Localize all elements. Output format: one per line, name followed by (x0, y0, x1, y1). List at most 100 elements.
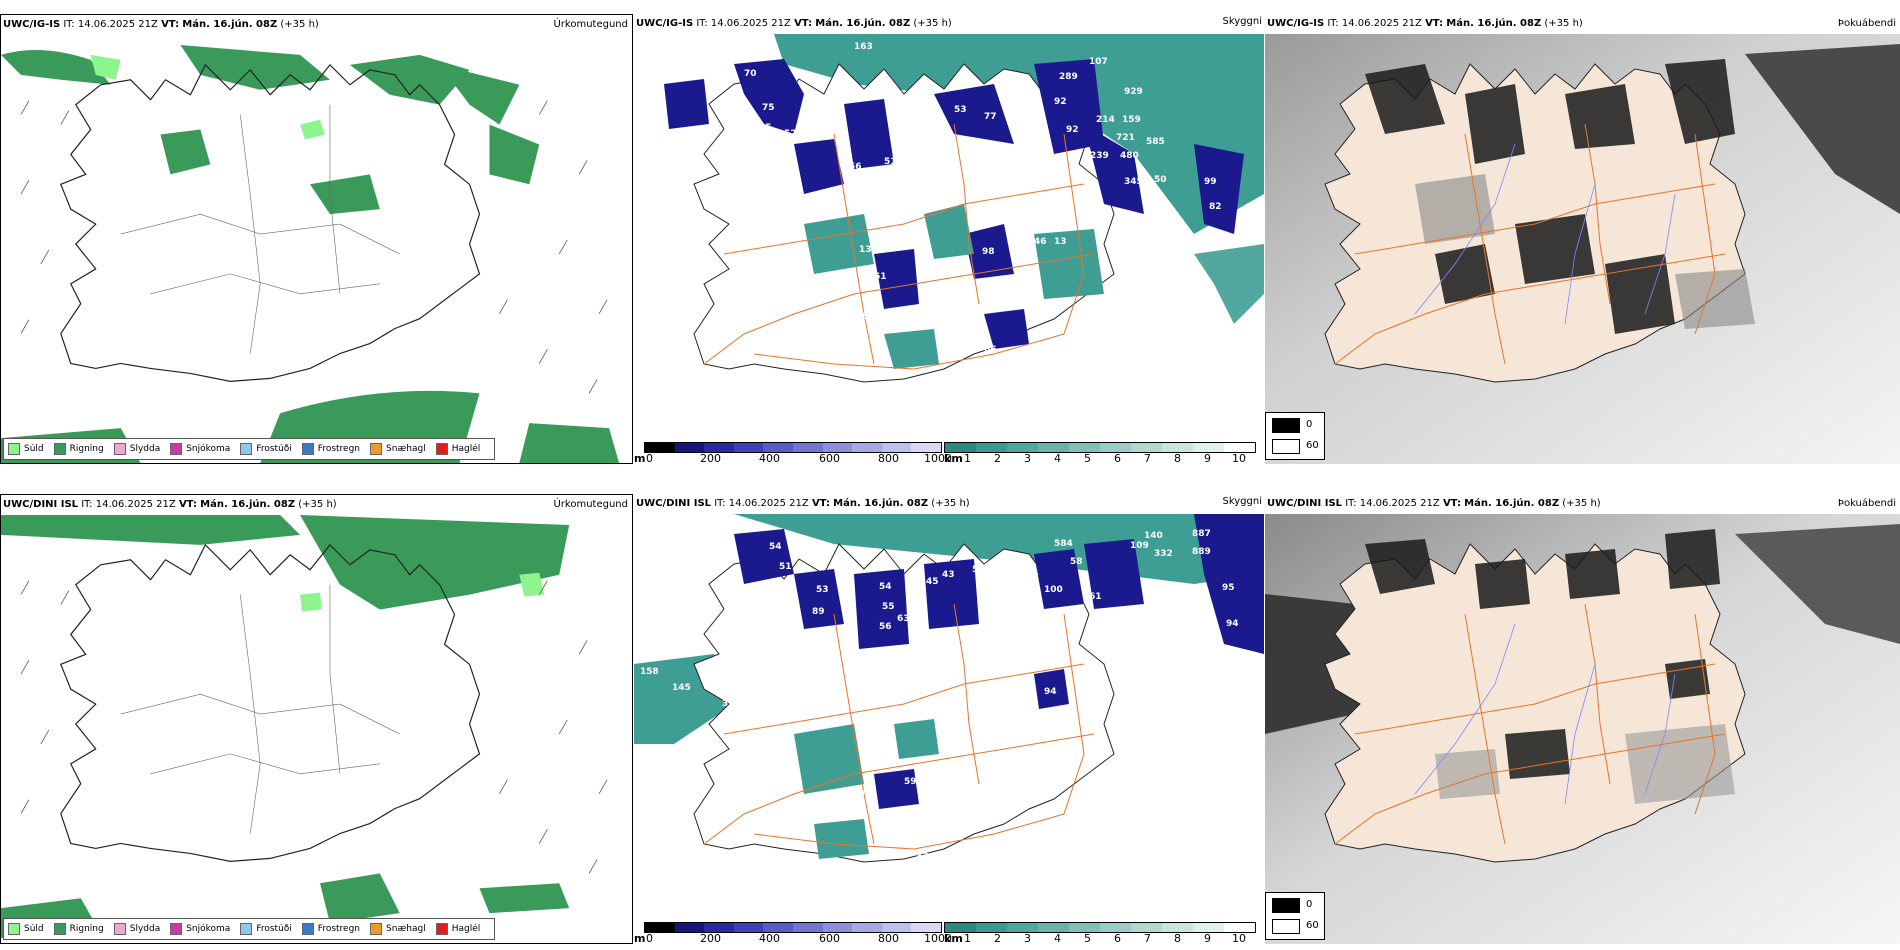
svg-text:82: 82 (1209, 202, 1222, 212)
svg-text:140: 140 (1144, 531, 1163, 541)
row1-fog-legend: 0 60 (1265, 412, 1325, 460)
legend-swatch (113, 923, 126, 935)
legend-item: Súld (8, 923, 44, 935)
cloudbase-colorbar (644, 442, 942, 453)
row1-precip-legend: Súld Rigning Slydda Snjókoma Frostúði Fr… (3, 438, 496, 460)
cloudbase-unit: m (634, 932, 646, 944)
svg-text:85: 85 (759, 123, 772, 133)
svg-text:61: 61 (1089, 592, 1102, 602)
cloudbase-unit: m (634, 452, 646, 464)
legend-item: Frostregn (301, 923, 360, 935)
svg-text:94: 94 (1226, 619, 1239, 629)
legend-item: Haglél (435, 923, 480, 935)
visibility-unit: km (944, 932, 963, 944)
row1-precip-map (1, 35, 632, 463)
svg-text:57: 57 (906, 605, 919, 615)
svg-text:92: 92 (1066, 125, 1079, 135)
svg-text:89: 89 (812, 607, 825, 617)
svg-text:91: 91 (979, 282, 992, 292)
legend-item: Haglél (435, 443, 480, 455)
svg-text:332: 332 (1154, 549, 1173, 559)
row2-cloud-panel: UWC/DINI ISL IT: 14.06.2025 21Z VT: Mán.… (634, 494, 1264, 944)
svg-text:887: 887 (1192, 529, 1211, 539)
row2-fog-title: Þokuábendi (1837, 498, 1896, 509)
svg-text:94: 94 (1044, 687, 1057, 697)
row1-precip-header: UWC/IG-IS IT: 14.06.2025 21Z VT: Mán. 16… (3, 19, 319, 30)
svg-text:100: 100 (1044, 585, 1063, 595)
svg-text:24: 24 (1014, 285, 1027, 295)
legend-swatch (240, 443, 253, 455)
row2-fog-legend: 0 60 (1265, 892, 1325, 940)
legend-item: Slydda (113, 443, 160, 455)
legend-item: Snæhagl (370, 443, 426, 455)
svg-text:158: 158 (640, 667, 659, 677)
svg-text:58: 58 (1070, 557, 1083, 567)
svg-text:58: 58 (844, 617, 857, 627)
row1-fog-title: Þokuábendi (1837, 18, 1896, 29)
svg-text:51: 51 (779, 562, 792, 572)
row2-scale-bars: m 0 200 400 600 800 1000 km 1 2 3 4 5 6 … (634, 914, 1259, 944)
svg-text:13: 13 (1054, 237, 1067, 247)
legend-swatch (53, 443, 66, 455)
svg-text:98: 98 (982, 247, 995, 257)
svg-text:480: 480 (1120, 151, 1139, 161)
legend-swatch (301, 923, 314, 935)
svg-text:43: 43 (942, 570, 955, 580)
row1-cloud-map: 70 63 75 85 63 52 59 56 51 50 44 53 77 92 92 289 10… (634, 34, 1264, 434)
legend-item: Snjókoma (170, 443, 230, 455)
row2-fog-header: UWC/DINI ISL IT: 14.06.2025 21Z VT: Mán.… (1267, 498, 1601, 509)
row2-precip-map (1, 515, 632, 943)
legend-swatch (301, 443, 314, 455)
legend-item: Snjókoma (170, 923, 230, 935)
svg-text:67: 67 (924, 287, 937, 297)
row1-precip-panel: UWC/IG-IS IT: 14.06.2025 21Z VT: Mán. 16… (0, 14, 633, 464)
legend-swatch (8, 923, 20, 935)
legend-item: Snæhagl (370, 923, 426, 935)
legend-swatch (240, 923, 253, 935)
svg-text:80: 80 (870, 312, 883, 322)
svg-text:46: 46 (1034, 237, 1047, 247)
row1-cloud-header: UWC/IG-IS IT: 14.06.2025 21Z VT: Mán. 16… (636, 18, 952, 29)
legend-item: Frostúði (240, 923, 292, 935)
legend-swatch (370, 923, 383, 935)
row2-fog-map (1265, 514, 1900, 944)
svg-text:107: 107 (1089, 57, 1108, 67)
svg-text:65: 65 (849, 295, 862, 305)
legend-item: Rigning (53, 923, 104, 935)
svg-text:239: 239 (1090, 151, 1109, 161)
svg-text:53: 53 (816, 585, 829, 595)
svg-text:54: 54 (879, 582, 892, 592)
svg-text:70: 70 (744, 69, 757, 79)
legend-item: Súld (8, 443, 44, 455)
svg-text:584: 584 (1054, 539, 1073, 549)
fog-swatch-dark (1272, 898, 1300, 913)
row1-fog-map (1265, 34, 1900, 464)
cloudbase-colorbar (644, 922, 942, 933)
svg-text:68: 68 (1009, 349, 1022, 359)
svg-text:66: 66 (984, 345, 997, 355)
svg-text:109: 109 (1130, 541, 1149, 551)
visibility-unit: km (944, 452, 963, 464)
svg-text:721: 721 (1116, 133, 1135, 143)
svg-text:56: 56 (849, 162, 862, 172)
fog-swatch-light (1272, 439, 1300, 454)
svg-text:92: 92 (1054, 97, 1067, 107)
svg-text:52: 52 (972, 565, 985, 575)
svg-text:55: 55 (882, 602, 895, 612)
legend-swatch (435, 923, 448, 935)
svg-text:54: 54 (769, 542, 782, 552)
svg-text:63: 63 (897, 614, 910, 624)
svg-text:54: 54 (1026, 569, 1039, 579)
svg-text:99: 99 (1204, 177, 1217, 187)
svg-text:59: 59 (784, 189, 797, 199)
svg-text:59: 59 (904, 777, 917, 787)
svg-text:310: 310 (722, 699, 741, 709)
svg-text:159: 159 (1122, 115, 1141, 125)
fog-swatch-light (1272, 919, 1300, 934)
legend-item: Slydda (113, 923, 160, 935)
svg-text:95: 95 (1222, 583, 1235, 593)
svg-text:44: 44 (889, 119, 902, 129)
visibility-colorbar (944, 442, 1256, 453)
legend-item: Rigning (53, 443, 104, 455)
row2-precip-legend: Súld Rigning Slydda Snjókoma Frostúði Fr… (3, 918, 496, 940)
